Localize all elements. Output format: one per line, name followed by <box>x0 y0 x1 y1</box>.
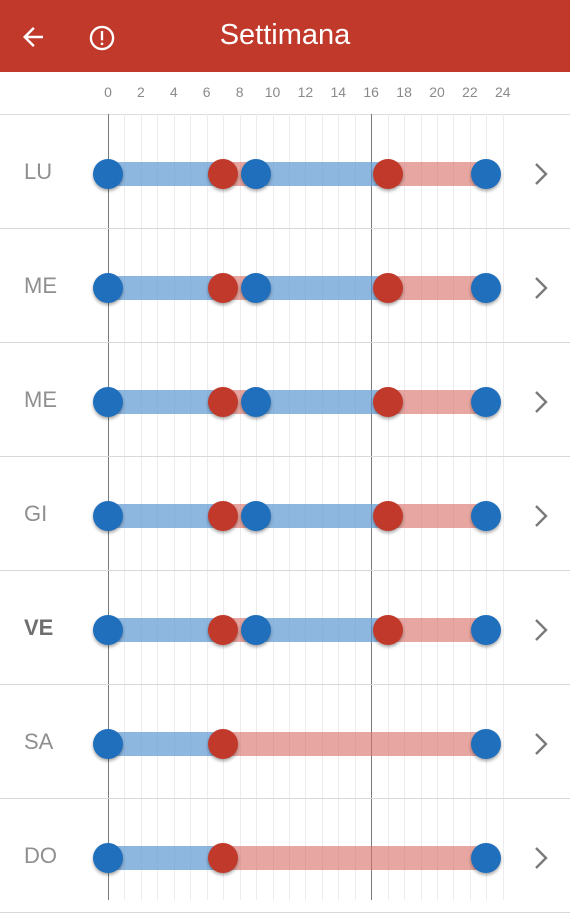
blue-time-handle[interactable] <box>471 387 502 417</box>
blue-time-handle[interactable] <box>93 729 123 759</box>
blue-time-handle[interactable] <box>471 843 502 873</box>
day-row[interactable]: SA <box>0 684 570 799</box>
blue-time-handle[interactable] <box>471 729 502 759</box>
red-time-handle[interactable] <box>372 273 403 303</box>
blue-time-handle[interactable] <box>471 501 502 531</box>
reduced-period-bar <box>387 504 487 528</box>
red-time-handle[interactable] <box>208 501 239 531</box>
comfort-period-bar <box>108 162 224 186</box>
red-time-handle[interactable] <box>372 615 403 645</box>
comfort-period-bar <box>256 504 388 528</box>
chevron-right-icon[interactable] <box>530 501 552 531</box>
red-time-handle[interactable] <box>372 501 403 531</box>
day-label: LU <box>24 159 53 184</box>
hour-tick: 2 <box>136 84 145 100</box>
hour-tick: 16 <box>363 84 379 100</box>
chevron-right-icon[interactable] <box>530 615 552 645</box>
blue-time-handle[interactable] <box>241 159 272 189</box>
red-time-handle[interactable] <box>208 273 239 303</box>
hour-tick: 14 <box>330 84 347 100</box>
comfort-period-bar <box>108 504 224 528</box>
blue-time-handle[interactable] <box>93 159 123 189</box>
grid-line <box>503 114 504 900</box>
red-time-handle[interactable] <box>372 159 403 189</box>
day-label: DO <box>24 843 57 868</box>
hour-tick: 4 <box>169 84 178 100</box>
day-row[interactable]: LU <box>0 114 570 229</box>
reduced-period-bar <box>387 162 487 186</box>
hour-tick: 24 <box>495 84 511 100</box>
comfort-period-bar <box>256 618 388 642</box>
red-time-handle[interactable] <box>208 387 239 417</box>
reduced-period-bar <box>223 732 487 756</box>
red-time-handle[interactable] <box>372 387 403 417</box>
reduced-period-bar <box>387 276 487 300</box>
arrow-left-icon[interactable] <box>18 22 48 52</box>
comfort-period-bar <box>256 162 388 186</box>
reduced-period-bar <box>387 390 487 414</box>
blue-time-handle[interactable] <box>93 501 123 531</box>
blue-time-handle[interactable] <box>93 387 123 417</box>
blue-time-handle[interactable] <box>93 615 123 645</box>
red-time-handle[interactable] <box>208 729 239 759</box>
blue-time-handle[interactable] <box>241 615 272 645</box>
hour-tick: 0 <box>104 84 112 100</box>
red-time-handle[interactable] <box>208 843 239 873</box>
schedule-grid: LU ME ME GI VE SA DO <box>0 114 570 913</box>
hour-tick: 12 <box>297 84 314 100</box>
hour-tick: 22 <box>462 84 478 100</box>
chevron-right-icon[interactable] <box>530 273 552 303</box>
blue-time-handle[interactable] <box>471 273 502 303</box>
day-row[interactable]: ME <box>0 228 570 343</box>
blue-time-handle[interactable] <box>241 501 272 531</box>
comfort-period-bar <box>108 276 224 300</box>
comfort-period-bar <box>256 276 388 300</box>
red-time-handle[interactable] <box>208 615 239 645</box>
blue-time-handle[interactable] <box>93 843 123 873</box>
page-title: Settimana <box>219 19 351 51</box>
day-row[interactable]: GI <box>0 456 570 571</box>
comfort-period-bar <box>108 732 224 756</box>
chevron-right-icon[interactable] <box>530 159 552 189</box>
day-label: VE <box>24 615 54 640</box>
blue-time-handle[interactable] <box>241 387 272 417</box>
app-bar: Settimana <box>0 0 570 72</box>
hour-tick: 20 <box>429 84 445 100</box>
blue-time-handle[interactable] <box>241 273 272 303</box>
blue-time-handle[interactable] <box>471 615 502 645</box>
reduced-period-bar <box>223 846 487 870</box>
red-time-handle[interactable] <box>208 159 239 189</box>
comfort-period-bar <box>108 846 224 870</box>
hour-scale: 0 2 4 6 8 10 12 14 16 18 20 22 24 <box>0 72 570 115</box>
day-label: SA <box>24 729 54 754</box>
day-row[interactable]: DO <box>0 798 570 913</box>
comfort-period-bar <box>256 390 388 414</box>
hour-tick: 8 <box>235 84 244 100</box>
hour-tick: 10 <box>264 84 281 100</box>
info-circle-icon[interactable] <box>88 24 116 52</box>
blue-time-handle[interactable] <box>471 159 502 189</box>
day-row[interactable]: ME <box>0 342 570 457</box>
comfort-period-bar <box>108 618 224 642</box>
day-label: ME <box>24 273 57 298</box>
blue-time-handle[interactable] <box>93 273 123 303</box>
comfort-period-bar <box>108 390 224 414</box>
day-label: ME <box>24 387 57 412</box>
day-row[interactable]: VE <box>0 570 570 685</box>
reduced-period-bar <box>387 618 487 642</box>
hour-tick: 18 <box>396 84 412 100</box>
chevron-right-icon[interactable] <box>530 387 552 417</box>
chevron-right-icon[interactable] <box>530 729 552 759</box>
chevron-right-icon[interactable] <box>530 843 552 873</box>
hour-tick: 6 <box>202 84 211 100</box>
day-label: GI <box>24 501 48 526</box>
